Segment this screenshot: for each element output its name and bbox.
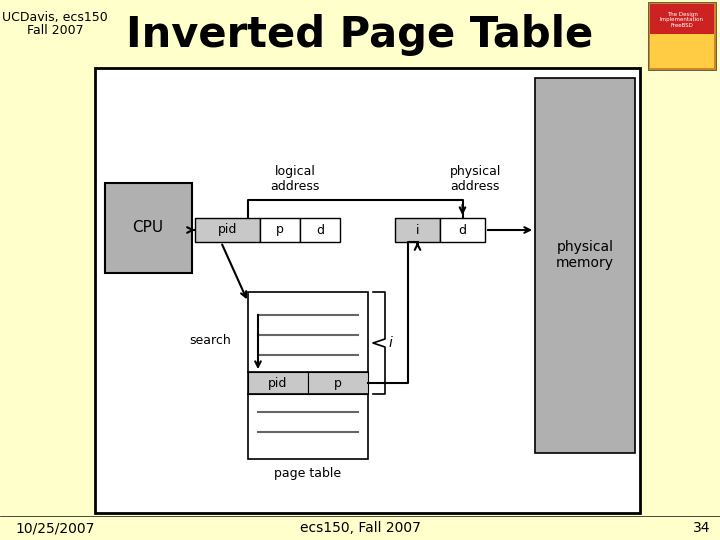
Text: Fall 2007: Fall 2007	[27, 24, 84, 37]
Text: physical
address: physical address	[450, 165, 501, 193]
FancyBboxPatch shape	[650, 34, 714, 68]
Text: d: d	[459, 224, 467, 237]
Text: 10/25/2007: 10/25/2007	[15, 521, 94, 535]
FancyBboxPatch shape	[308, 372, 368, 394]
FancyBboxPatch shape	[395, 218, 440, 242]
FancyBboxPatch shape	[95, 68, 640, 513]
Text: The Design
Implementation
FreeBSD: The Design Implementation FreeBSD	[660, 12, 704, 28]
Text: logical
address: logical address	[270, 165, 320, 193]
FancyBboxPatch shape	[440, 218, 485, 242]
FancyBboxPatch shape	[248, 372, 308, 394]
Text: d: d	[316, 224, 324, 237]
Text: search: search	[189, 334, 231, 347]
Text: pid: pid	[269, 376, 288, 389]
Text: i: i	[389, 336, 393, 350]
Text: 34: 34	[693, 521, 710, 535]
FancyBboxPatch shape	[650, 4, 714, 34]
FancyBboxPatch shape	[260, 218, 300, 242]
Text: i: i	[415, 224, 419, 237]
Text: physical
memory: physical memory	[556, 240, 614, 270]
FancyBboxPatch shape	[248, 292, 368, 459]
FancyBboxPatch shape	[300, 218, 340, 242]
FancyBboxPatch shape	[535, 78, 635, 453]
FancyBboxPatch shape	[195, 218, 260, 242]
Text: pid: pid	[218, 224, 237, 237]
Text: CPU: CPU	[132, 220, 163, 235]
Text: p: p	[276, 224, 284, 237]
Text: p: p	[334, 376, 342, 389]
Text: page table: page table	[274, 468, 341, 481]
FancyBboxPatch shape	[648, 2, 716, 70]
Text: UCDavis, ecs150: UCDavis, ecs150	[2, 11, 108, 24]
Text: ecs150, Fall 2007: ecs150, Fall 2007	[300, 521, 420, 535]
Text: Inverted Page Table: Inverted Page Table	[127, 14, 593, 56]
FancyBboxPatch shape	[105, 183, 192, 273]
